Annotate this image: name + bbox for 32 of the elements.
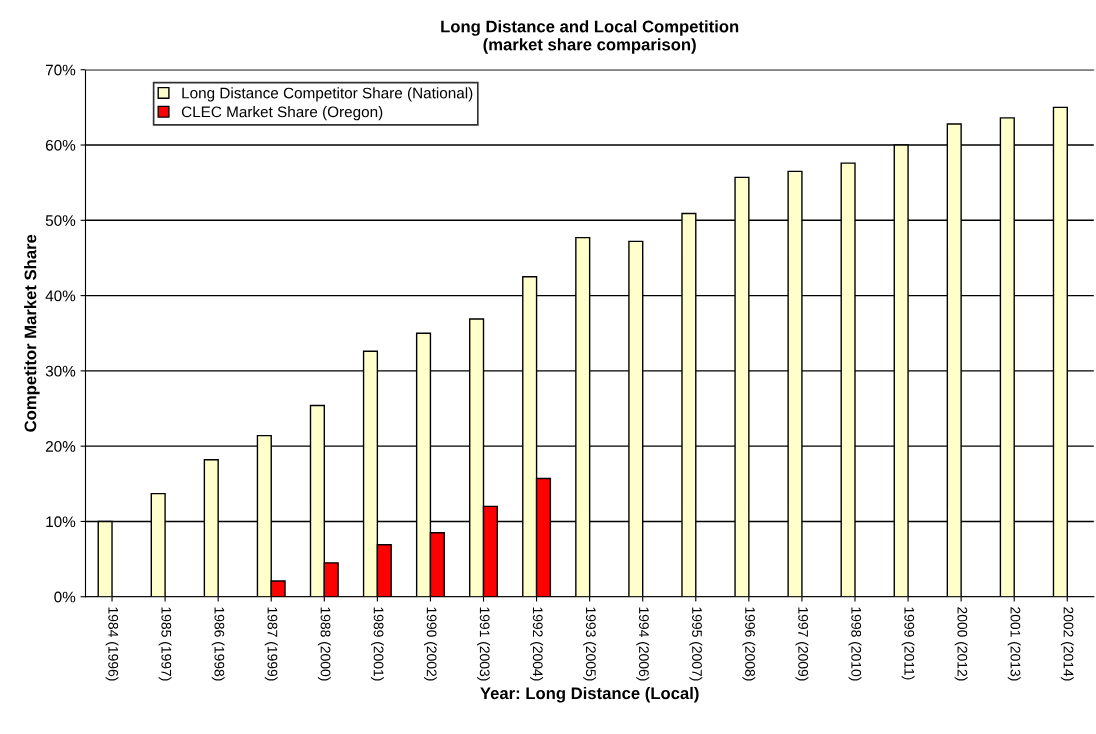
legend-label: CLEC Market Share (Oregon)	[181, 106, 383, 121]
x-tick-label: 1986 (1998)	[211, 607, 225, 681]
x-tick-label: 1990 (2002)	[423, 607, 437, 681]
x-tick-label: 1985 (1997)	[158, 607, 172, 681]
x-tick-label: 1998 (2010)	[848, 607, 862, 681]
y-tick-label: 0%	[54, 591, 76, 603]
x-tick-label: 1989 (2001)	[370, 607, 384, 681]
x-tick-label: 1987 (1999)	[264, 607, 278, 681]
y-tick-label: 30%	[45, 365, 76, 377]
chart-title: Long Distance and Local Competition (market share comparison)	[441, 20, 739, 54]
x-tick-label: 2001 (2013)	[1007, 607, 1021, 681]
x-tick-label: 2002 (2014)	[1060, 607, 1074, 681]
x-tick-label: 1993 (2005)	[583, 607, 597, 681]
y-tick-label: 20%	[45, 441, 76, 452]
x-tick-label: 1992 (2004)	[530, 607, 544, 681]
x-tick-label: 1999 (2011)	[901, 607, 915, 680]
x-tick-label: 1988 (2000)	[317, 607, 331, 681]
y-tick-label: 60%	[45, 139, 76, 151]
y-tick-label: 70%	[45, 64, 76, 76]
x-tick-label: 1997 (2009)	[795, 607, 809, 681]
x-tick-label: 1994 (2006)	[636, 607, 650, 681]
x-tick-label: 1984 (1996)	[105, 607, 119, 681]
x-tick-label: 1996 (2008)	[742, 607, 756, 681]
y-tick-label: 50%	[45, 215, 76, 226]
y-tick-label: 10%	[46, 516, 76, 528]
y-tick-label: 40%	[45, 290, 76, 302]
x-tick-label: 2000 (2012)	[954, 607, 968, 681]
x-tick-label: 1991 (2003)	[477, 607, 490, 681]
x-axis-title: Year: Long Distance (Local)	[480, 686, 699, 703]
legend-label: Long Distance Competitor Share (National)	[182, 87, 473, 102]
y-axis-title: Competitor Market Share	[24, 234, 40, 432]
x-tick-label: 1995 (2007)	[689, 607, 703, 681]
